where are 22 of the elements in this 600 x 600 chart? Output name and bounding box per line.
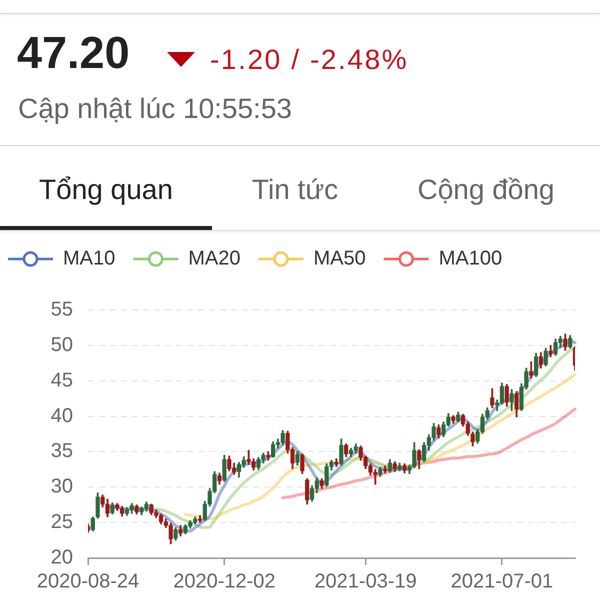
y-tick-label: 50 [50, 334, 73, 356]
legend-label: MA20 [188, 248, 240, 270]
y-tick-label: 25 [50, 511, 73, 534]
y-tick-label: 55 [50, 298, 73, 321]
y-tick-label: 20 [50, 546, 73, 569]
x-tick-label: 2021-03-19 [314, 570, 417, 593]
chart-subtitle: -1.20 / -2.48% [210, 43, 408, 77]
y-tick-label: 40 [50, 404, 73, 427]
text: Tổng quan [39, 174, 173, 206]
y-tick-label: 35 [50, 440, 73, 462]
text: Tin tức [252, 174, 338, 206]
y-tick-label: 45 [50, 369, 73, 392]
text: Cộng đồng [417, 174, 555, 206]
chart-title: 47.20 [17, 27, 130, 78]
y-tick-label: 30 [50, 476, 73, 498]
text: Cập nhật lúc 10:55:53 [18, 93, 292, 125]
legend-label: MA50 [313, 248, 366, 270]
legend-label: MA100 [438, 248, 502, 270]
legend-label: MA10 [63, 248, 116, 270]
x-tick-label: 2020-08-24 [36, 570, 140, 593]
x-tick-label: 2020-12-02 [173, 570, 276, 593]
x-tick-label: 2021-07-01 [450, 570, 554, 593]
